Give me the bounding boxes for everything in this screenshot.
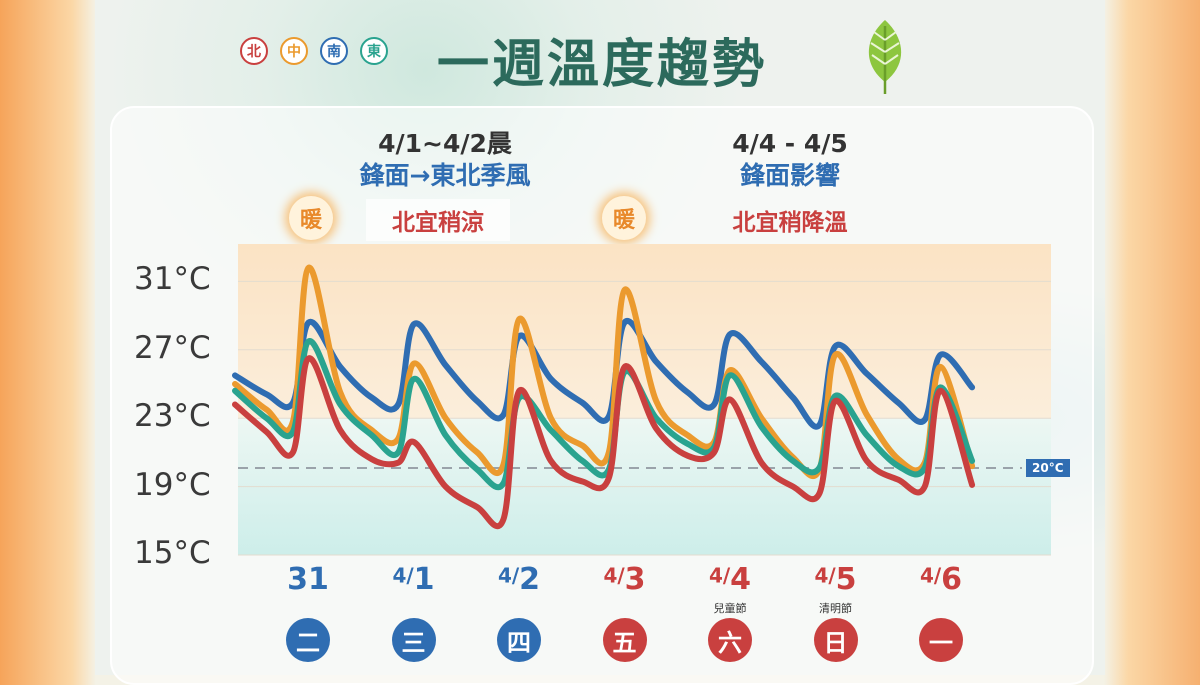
x-date-label: 4/3 xyxy=(585,562,665,597)
region-east-badge: 東 xyxy=(360,37,388,65)
x-date-month: 4/ xyxy=(814,563,836,588)
weekday-circle: 三 xyxy=(391,618,436,662)
y-tick-label: 19°C xyxy=(134,466,211,503)
x-date-day: 6 xyxy=(941,562,963,597)
annotation-left-sub: 北宜稍涼 xyxy=(366,199,510,241)
weekday-circle: 日 xyxy=(813,618,858,662)
x-date-day: 3 xyxy=(624,562,646,597)
weekday-circle: 二 xyxy=(286,618,330,662)
y-tick-label: 31°C xyxy=(134,261,211,298)
x-date-label: 4/5 xyxy=(796,562,876,597)
weekday-circle: 五 xyxy=(602,618,647,662)
y-tick-label: 27°C xyxy=(134,329,211,366)
x-date-label: 4/1 xyxy=(374,562,454,597)
region-central-badge: 中 xyxy=(280,37,308,65)
holiday-label: 兒童節 xyxy=(713,602,747,615)
x-date-month: 4/ xyxy=(919,563,942,588)
region-north-badge: 北 xyxy=(240,37,268,65)
region-legend: 北 中 南 東 xyxy=(240,37,388,65)
reference-label: 20°C xyxy=(1026,459,1070,477)
series-line-south xyxy=(232,317,976,430)
x-date-month: 4/ xyxy=(708,563,731,588)
x-date-label: 31 xyxy=(268,562,348,597)
x-date-day: 2 xyxy=(519,562,541,597)
leaf-icon xyxy=(868,20,902,94)
x-date-label: 4/2 xyxy=(479,562,559,597)
annotation-right: 4/4 - 4/5 鋒面影響 xyxy=(690,128,890,192)
x-date-day: 31 xyxy=(287,562,329,597)
annotation-right-date: 4/4 - 4/5 xyxy=(732,129,848,158)
weekday-circle: 四 xyxy=(497,618,541,662)
x-date-month: 4/ xyxy=(392,563,414,588)
series-line-north xyxy=(232,355,976,530)
warm-badge-2: 暖 xyxy=(602,196,646,240)
x-date-month: 4/ xyxy=(497,563,520,588)
holiday-label: 清明節 xyxy=(819,602,852,615)
y-tick-label: 15°C xyxy=(134,535,211,571)
weekday-circle: 六 xyxy=(708,618,752,662)
annotation-left: 4/1~4/2晨 鋒面→東北季風 xyxy=(330,128,560,192)
warm-badge-1: 暖 xyxy=(289,196,333,240)
x-date-label: 4/4 xyxy=(690,562,770,597)
annotation-right-desc: 鋒面影響 xyxy=(739,161,840,190)
x-date-day: 5 xyxy=(835,562,857,597)
x-date-day: 4 xyxy=(730,562,752,597)
annotation-right-sub: 北宜稍降溫 xyxy=(732,210,848,236)
x-date-month: 4/ xyxy=(603,563,625,588)
annotation-left-date: 4/1~4/2晨 xyxy=(378,129,512,158)
x-date-day: 1 xyxy=(413,562,435,597)
y-tick-label: 23°C xyxy=(134,398,211,435)
series-line-central xyxy=(232,264,976,480)
weekday-circle: 一 xyxy=(919,618,963,662)
annotation-left-desc: 鋒面→東北季風 xyxy=(359,161,531,190)
region-south-badge: 南 xyxy=(320,37,348,65)
page-title: 一週溫度趨勢 xyxy=(437,35,768,95)
x-date-label: 4/6 xyxy=(901,562,981,597)
